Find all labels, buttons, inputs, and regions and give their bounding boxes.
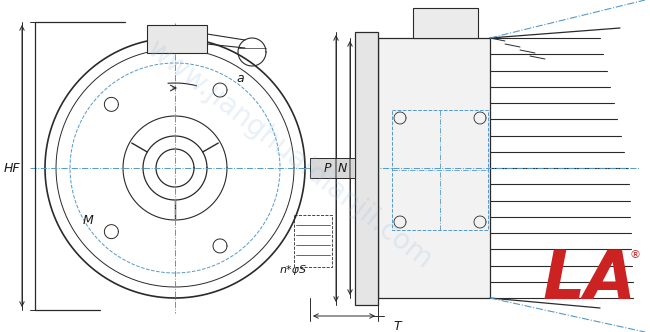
- Bar: [310, 158, 355, 178]
- Text: a: a: [236, 71, 244, 85]
- Text: ®: ®: [629, 250, 640, 260]
- Bar: [294, 215, 332, 267]
- Text: M: M: [83, 213, 94, 226]
- Text: n*φS: n*φS: [280, 265, 307, 275]
- Bar: [378, 38, 490, 298]
- Text: www.jianghuaidianjii.com: www.jianghuaidianjii.com: [142, 35, 438, 275]
- Text: P: P: [323, 161, 331, 175]
- Text: LA: LA: [543, 247, 637, 313]
- Text: T: T: [393, 319, 401, 332]
- Bar: [147, 25, 207, 53]
- Bar: [355, 32, 378, 305]
- Bar: [392, 110, 488, 230]
- Text: N: N: [337, 161, 346, 175]
- Text: HF: HF: [4, 161, 20, 175]
- Bar: [413, 8, 478, 38]
